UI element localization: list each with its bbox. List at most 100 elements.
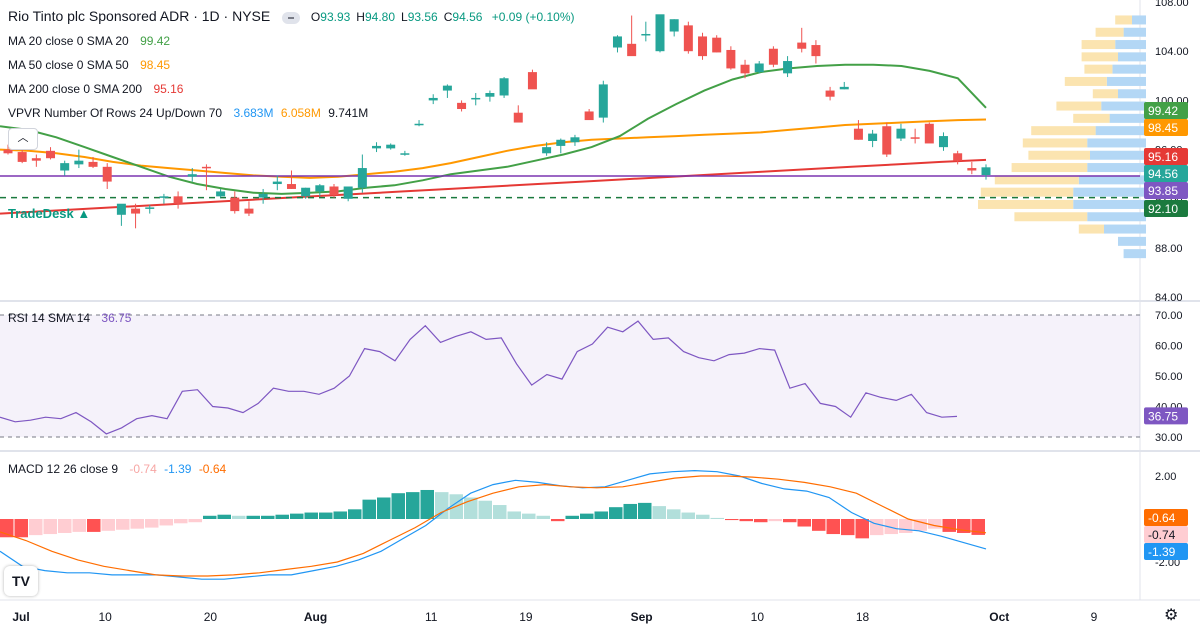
candle-body <box>46 150 56 159</box>
macd-hist-bar <box>754 519 768 523</box>
macd-hist-bar <box>739 519 753 522</box>
macd-hist-bar <box>536 515 550 519</box>
ma20-legend[interactable]: MA 20 close 0 SMA 20 99.42 <box>8 34 170 48</box>
candle-body <box>145 207 155 209</box>
legend-header: Rio Tinto plc Sponsored ADR · 1D · NYSE … <box>8 9 575 24</box>
vp-down-bar <box>1078 224 1104 234</box>
time-tick-label: 10 <box>751 610 765 624</box>
vp-up-bar <box>1118 89 1146 99</box>
macd-hist-bar <box>420 489 434 519</box>
macd-label-text: -1.39 <box>1148 545 1176 559</box>
time-tick-label: 10 <box>99 610 113 624</box>
price-label-box <box>1144 148 1188 165</box>
vp-down-bar <box>1084 64 1113 74</box>
candle-body <box>570 137 580 143</box>
candle-body <box>542 147 552 154</box>
candle-body <box>31 158 41 161</box>
macd-hist-bar <box>319 512 333 519</box>
tradingview-logo[interactable]: TV <box>4 566 38 596</box>
candle-body <box>967 168 977 171</box>
price-label-text: 93.85 <box>1148 184 1178 198</box>
macd-hist-bar <box>406 492 420 519</box>
vpvr-legend[interactable]: VPVR Number Of Rows 24 Up/Down 70 3.683M… <box>8 106 368 120</box>
candle-body <box>527 72 537 90</box>
rsi-label: RSI 14 SMA 14 <box>8 311 91 325</box>
chart-title: Rio Tinto plc Sponsored ADR · 1D · NYSE <box>8 8 271 24</box>
time-tick-label: 20 <box>204 610 218 624</box>
tradedesk-label[interactable]: TradeDesk ▲ <box>8 206 91 221</box>
candle-body <box>882 126 892 155</box>
ma50-line <box>0 118 987 179</box>
candle-body <box>612 36 622 48</box>
vp-up-bar <box>1087 212 1146 222</box>
macd-legend[interactable]: MACD 12 26 close 9 -0.74 -1.39 -0.64 <box>8 462 226 476</box>
price-change: +0.09 (+0.10%) <box>491 10 575 24</box>
candle-body <box>272 181 282 185</box>
ma200-legend[interactable]: MA 200 close 0 SMA 200 95.16 <box>8 82 183 96</box>
vp-down-bar <box>1081 40 1116 50</box>
vp-down-bar <box>1064 76 1107 86</box>
macd-line-value: -1.39 <box>164 462 192 476</box>
price-tick-label: 84.00 <box>1155 292 1183 304</box>
time-tick-label: 11 <box>425 610 438 624</box>
gear-icon[interactable]: ⚙ <box>1164 607 1179 624</box>
candle-body <box>159 196 169 198</box>
candle-body <box>712 37 722 53</box>
macd-hist-bar <box>826 519 840 535</box>
rsi-label-box <box>1144 407 1188 425</box>
rsi-tick-label: 60.00 <box>1155 341 1183 353</box>
macd-hist-bar <box>623 503 637 519</box>
candle-body <box>102 166 112 182</box>
vp-down-bar <box>994 175 1079 185</box>
time-tick-label: Sep <box>631 610 653 624</box>
rsi-legend[interactable]: RSI 14 SMA 14 36.75 <box>8 311 131 325</box>
eye-toggle-icon[interactable] <box>281 11 300 24</box>
candle-body <box>442 85 452 91</box>
macd-hist-bar <box>246 515 260 519</box>
ohlc-key-h: H <box>356 10 365 24</box>
ma200-label: MA 200 close 0 SMA 200 <box>8 82 143 96</box>
candle-body <box>938 136 948 148</box>
vp-up-bar <box>1073 199 1146 209</box>
vp-up-bar <box>1090 150 1146 160</box>
macd-hist-bar <box>435 492 449 519</box>
price-label-box <box>1144 200 1188 217</box>
ohlc-key-l: L <box>401 10 408 24</box>
candle-body <box>428 97 438 101</box>
macd-hist-bar <box>899 519 913 533</box>
vp-down-bar <box>1092 89 1118 99</box>
candle-body <box>740 64 750 74</box>
collapse-legend-button[interactable]: ︿ <box>8 128 38 150</box>
vp-down-bar <box>1031 126 1096 136</box>
macd-hist-value: -0.74 <box>129 462 157 476</box>
vp-up-bar <box>1115 40 1146 50</box>
macd-hist-bar <box>87 519 101 532</box>
ohlc-values: O93.93 H94.80 L93.56 C94.56 <box>311 10 489 24</box>
vp-down-bar <box>1022 138 1088 148</box>
ma50-legend[interactable]: MA 50 close 0 SMA 50 98.45 <box>8 58 170 72</box>
macd-hist-bar <box>203 515 217 519</box>
vp-down-bar <box>980 187 1074 197</box>
macd-hist-bar <box>580 513 594 519</box>
ohlc-value-c: 94.56 <box>452 10 483 24</box>
macd-hist-bar <box>29 519 43 536</box>
candle-body <box>244 208 254 214</box>
macd-hist-bar <box>696 514 710 519</box>
candle-body <box>187 174 197 177</box>
candle-body <box>315 185 325 192</box>
candle-body <box>17 152 27 162</box>
candle-body <box>357 168 367 188</box>
vp-down-bar <box>978 199 1074 209</box>
ma20-label: MA 20 close 0 SMA 20 <box>8 34 129 48</box>
ohlc-key-o: O <box>310 10 321 24</box>
vp-up-bar <box>1087 163 1146 173</box>
time-tick-label: Jul <box>12 610 29 624</box>
rsi-band <box>0 315 1140 437</box>
rsi-line <box>0 320 958 435</box>
macd-hist-bar <box>188 519 202 523</box>
vpvr-label: VPVR Number Of Rows 24 Up/Down 70 <box>8 106 223 120</box>
candle-body <box>471 97 481 100</box>
macd-hist-bar <box>275 514 289 519</box>
ohlc-value-l: 93.56 <box>407 10 438 24</box>
macd-hist-bar <box>116 519 130 530</box>
